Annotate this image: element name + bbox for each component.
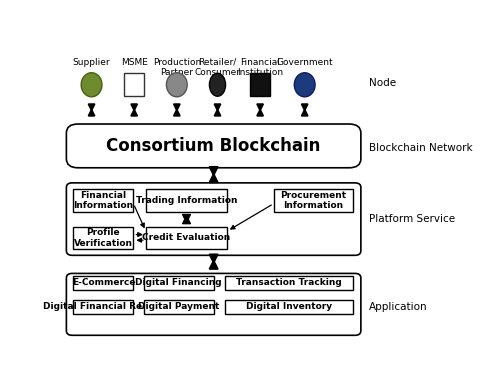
FancyBboxPatch shape bbox=[66, 124, 361, 168]
Bar bbox=[74, 227, 134, 249]
Bar bbox=[144, 299, 214, 314]
Bar bbox=[74, 299, 134, 314]
Ellipse shape bbox=[166, 73, 187, 97]
FancyBboxPatch shape bbox=[66, 274, 361, 335]
FancyBboxPatch shape bbox=[66, 183, 361, 255]
Text: Trading Information: Trading Information bbox=[136, 196, 238, 205]
Text: E-Commerce: E-Commerce bbox=[72, 278, 135, 287]
Bar bbox=[225, 299, 353, 314]
Text: Government: Government bbox=[276, 58, 333, 67]
Bar bbox=[274, 189, 353, 212]
Text: Credit Evaluation: Credit Evaluation bbox=[142, 234, 231, 243]
Text: Digital Financing: Digital Financing bbox=[136, 278, 222, 287]
Text: Consortium Blockchain: Consortium Blockchain bbox=[106, 137, 321, 155]
Ellipse shape bbox=[81, 73, 102, 97]
Ellipse shape bbox=[210, 73, 226, 96]
Bar bbox=[225, 276, 353, 290]
Text: Transaction Tracking: Transaction Tracking bbox=[236, 278, 342, 287]
Text: Production
Partner: Production Partner bbox=[152, 58, 201, 77]
Text: Platform Service: Platform Service bbox=[368, 214, 455, 224]
Text: Digital Inventory: Digital Inventory bbox=[246, 302, 332, 311]
Bar bbox=[74, 276, 134, 290]
Text: MSME: MSME bbox=[121, 58, 148, 67]
Text: Financial
Institution: Financial Institution bbox=[237, 58, 283, 77]
Bar bbox=[250, 73, 270, 96]
Bar bbox=[74, 189, 134, 212]
Text: Application: Application bbox=[368, 301, 427, 312]
Bar bbox=[124, 73, 144, 96]
Bar bbox=[144, 276, 214, 290]
Text: Node: Node bbox=[368, 78, 396, 88]
Bar bbox=[146, 189, 227, 212]
Text: Retailer/
Consumer: Retailer/ Consumer bbox=[194, 58, 240, 77]
Text: Supplier: Supplier bbox=[73, 58, 110, 67]
Ellipse shape bbox=[294, 73, 315, 97]
Bar bbox=[146, 227, 227, 249]
Text: Profile
Verification: Profile Verification bbox=[74, 228, 133, 248]
Text: Digital Financial Record: Digital Financial Record bbox=[42, 302, 164, 311]
Text: Financial
Information: Financial Information bbox=[74, 191, 134, 210]
Text: Procurement
Information: Procurement Information bbox=[280, 191, 346, 210]
Text: Blockchain Network: Blockchain Network bbox=[368, 143, 472, 153]
Text: Digital Payment: Digital Payment bbox=[138, 302, 220, 311]
